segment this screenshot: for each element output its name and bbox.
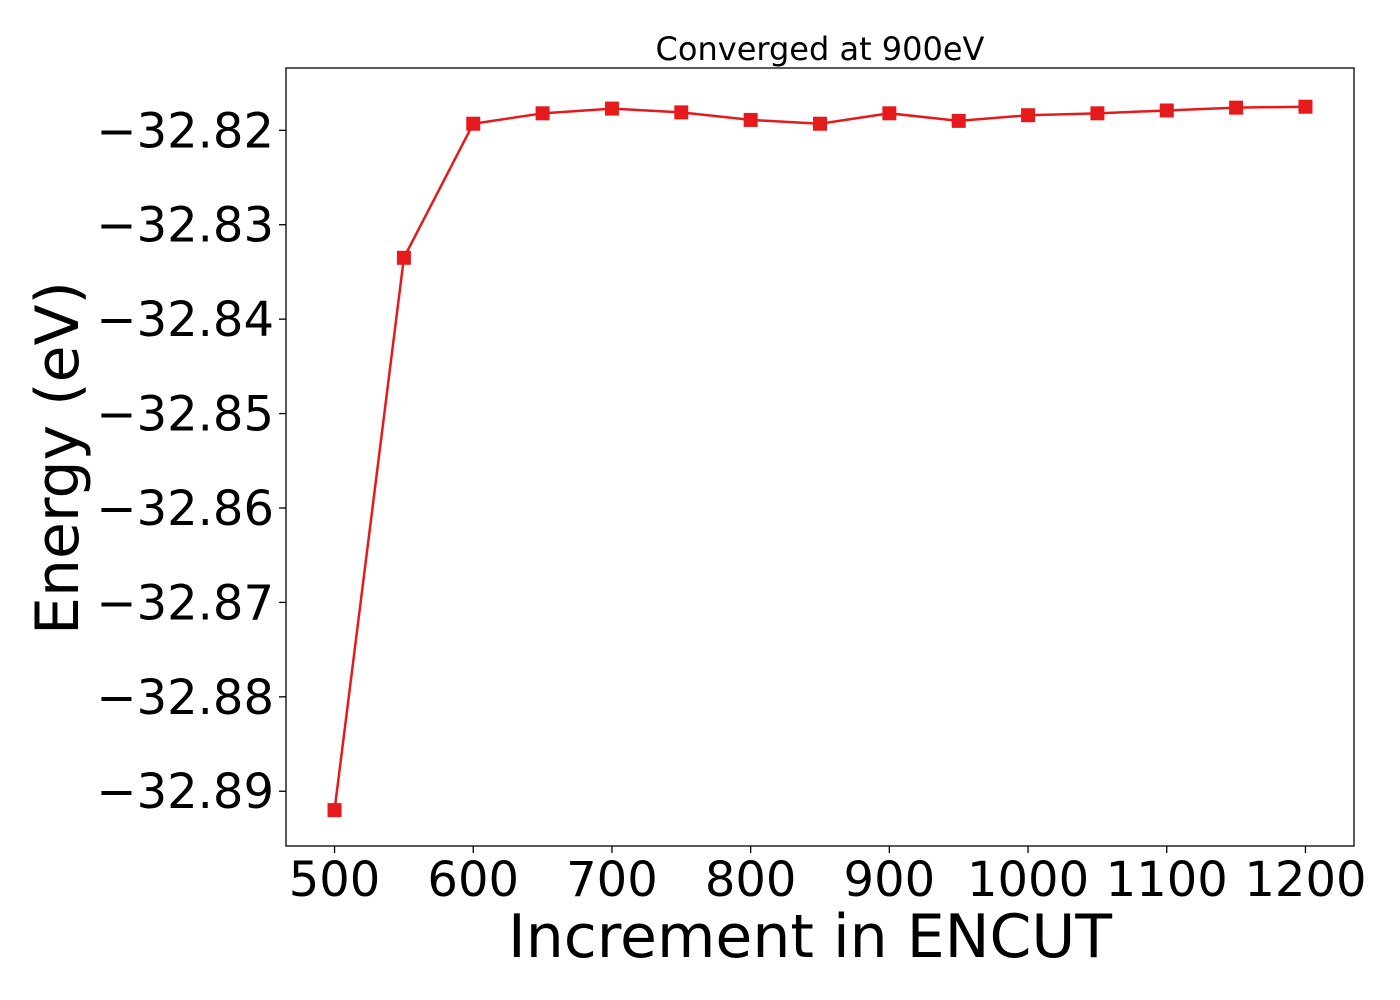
plot-frame (285, 67, 1355, 847)
x-axis-label: Increment in ENCUT (508, 902, 1112, 972)
chart-title: Converged at 900eV (656, 30, 985, 68)
plot-area: 500 600 700 800 900 1000 1100 1200 −32.82 −32.83 −… (96, 99, 1367, 908)
data-point-marker (466, 116, 481, 131)
y-tick-label: −32.83 (96, 198, 274, 254)
series-line (333, 105, 1306, 811)
data-point-marker (674, 105, 689, 120)
y-axis-label: Energy (eV) (23, 281, 93, 635)
y-tick-label: −32.84 (96, 292, 274, 348)
data-point-marker (535, 106, 550, 121)
x-tick-label: 600 (427, 852, 519, 908)
data-point-marker (882, 106, 897, 121)
x-tick-label: 700 (566, 852, 658, 908)
data-point-marker (1021, 108, 1036, 123)
y-tick-label: −32.82 (96, 103, 274, 159)
data-point-marker (1159, 103, 1174, 118)
x-tick-label: 1100 (1106, 852, 1228, 908)
data-point-marker (1090, 106, 1105, 121)
x-tick-label: 500 (289, 852, 381, 908)
data-point-marker (743, 112, 758, 127)
y-tick-label: −32.88 (96, 670, 274, 726)
data-point-marker (327, 803, 342, 818)
y-tick-label: −32.86 (96, 481, 274, 537)
data-point-marker (604, 101, 619, 116)
data-point-marker (813, 116, 827, 131)
data-point-marker (951, 113, 966, 128)
y-tick-label: −32.85 (96, 387, 274, 443)
x-tick-label: 800 (705, 852, 797, 908)
y-tick-label: −32.87 (96, 575, 274, 631)
data-point-marker (1298, 99, 1313, 114)
y-tick-label: −32.89 (96, 764, 274, 820)
data-point-marker (396, 250, 411, 265)
x-tick-label: 1000 (967, 852, 1089, 908)
x-tick-label: 900 (844, 852, 936, 908)
x-tick-label: 1200 (1244, 852, 1366, 908)
data-point-marker (1229, 100, 1244, 115)
